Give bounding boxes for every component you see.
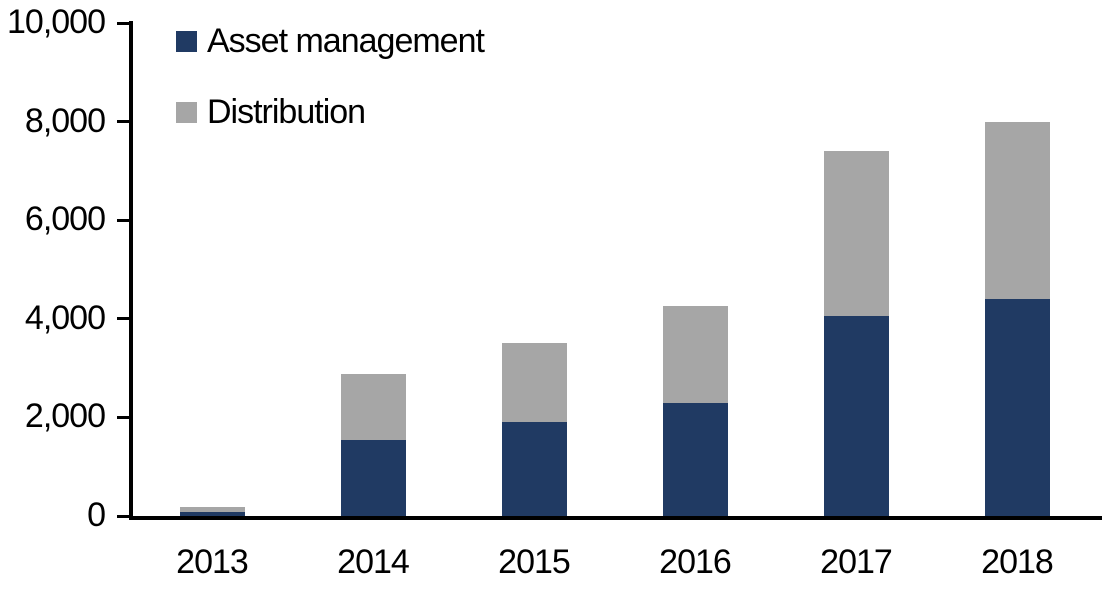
x-tick-label-2013: 2013 (176, 543, 249, 581)
y-tick-label-0: 0 (87, 496, 106, 534)
bar-2016-distribution (662, 306, 728, 403)
bar-2013-distribution (179, 507, 245, 512)
legend-swatch-distribution-icon (176, 101, 197, 123)
y-axis-tick-8-000 (117, 120, 131, 124)
y-tick-label-10-000: 10,000 (7, 3, 106, 41)
bar-2013-asset-management (179, 511, 245, 516)
bar-2014-distribution (340, 374, 406, 440)
y-axis-tick-0 (117, 514, 131, 518)
bar-2018-asset-management (984, 299, 1050, 516)
y-tick-label-6-000: 6,000 (24, 200, 106, 239)
legend-swatch-asset-management-icon (176, 30, 197, 52)
bar-2014-asset-management (340, 439, 406, 516)
bar-2015-distribution (501, 343, 567, 423)
y-axis-tick-2-000 (117, 415, 131, 419)
bar-2016-asset-management (662, 402, 728, 516)
bar-2015-asset-management (501, 422, 567, 516)
bar-2017-asset-management (823, 316, 889, 516)
y-axis-line (129, 21, 133, 520)
x-tick-label-2014: 2014 (337, 543, 410, 581)
legend-label-distribution: Distribution (207, 93, 366, 131)
x-axis-line (129, 516, 1102, 520)
y-tick-label-4-000: 4,000 (24, 298, 106, 337)
y-axis-tick-4-000 (117, 317, 131, 321)
y-axis-tick-6-000 (117, 218, 131, 222)
y-tick-label-2-000: 2,000 (24, 397, 106, 436)
x-tick-label-2015: 2015 (498, 543, 571, 581)
x-tick-label-2017: 2017 (820, 543, 893, 581)
legend-label-asset-management: Asset management (207, 22, 485, 60)
legend-item-distribution: Distribution (176, 92, 366, 132)
y-axis-tick-10-000 (117, 21, 131, 25)
bar-2017-distribution (823, 151, 889, 317)
bar-2018-distribution (984, 121, 1050, 300)
y-tick-label-8-000: 8,000 (24, 101, 106, 140)
legend-item-asset-management: Asset management (176, 21, 485, 61)
x-tick-label-2018: 2018 (981, 543, 1054, 581)
x-tick-label-2016: 2016 (659, 543, 732, 581)
